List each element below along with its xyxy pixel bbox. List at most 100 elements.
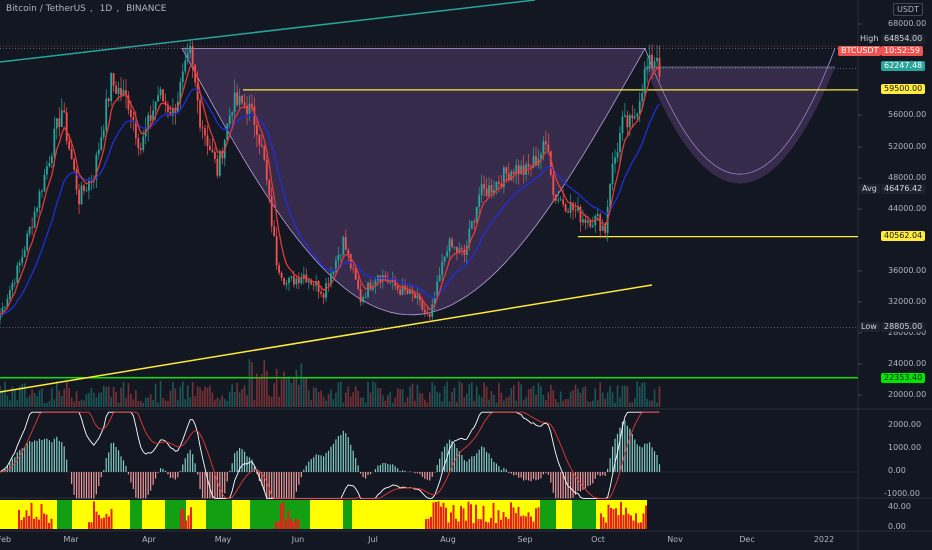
trendline-yellow[interactable] <box>0 284 653 393</box>
candle-body <box>616 151 619 158</box>
candle-body <box>337 254 340 261</box>
candle-body <box>369 282 372 290</box>
volume-bar <box>241 388 243 407</box>
volume-bar <box>416 384 419 407</box>
horizontal-levels[interactable] <box>0 45 858 379</box>
candle-body <box>300 278 303 284</box>
volume-bar <box>73 401 75 407</box>
candle-body <box>582 219 584 223</box>
high-label: High <box>860 34 879 43</box>
candle-body <box>330 273 332 285</box>
band-bar <box>105 513 108 529</box>
candle-body <box>275 235 278 266</box>
candle-body <box>500 183 503 188</box>
volume-bar <box>6 395 9 407</box>
volume-bar <box>461 383 463 407</box>
candle-body <box>638 101 641 114</box>
volume-bar <box>243 385 246 407</box>
volume-bar <box>468 384 471 407</box>
green-level-tag: 22353.40 <box>881 373 926 383</box>
volume-bar <box>226 400 229 407</box>
candle-body <box>515 165 518 174</box>
band-bar <box>290 518 292 529</box>
cup-pattern[interactable] <box>181 48 836 316</box>
candle-body <box>349 254 352 269</box>
candle-body <box>105 98 108 131</box>
candle-body <box>436 281 439 299</box>
volume-bar <box>643 382 646 407</box>
volume-bar <box>28 395 31 407</box>
volume-bar <box>4 381 6 407</box>
volume-bar <box>169 390 172 407</box>
band-segment <box>57 500 72 529</box>
volume-bar <box>206 387 209 407</box>
volume-bar <box>186 385 189 407</box>
volume-bar <box>651 400 653 407</box>
volume-bars <box>0 359 661 407</box>
band-bar <box>20 520 23 529</box>
interval[interactable]: 1D <box>99 4 113 14</box>
candle-body <box>443 256 446 262</box>
candle-body <box>218 150 221 176</box>
candle-body <box>619 132 621 152</box>
volume-bar <box>624 385 626 407</box>
volume-bar <box>515 400 518 407</box>
currency-badge[interactable]: USDT <box>893 3 923 16</box>
band-bar <box>182 508 185 529</box>
volume-bar <box>384 400 387 407</box>
volume-bar <box>258 376 261 407</box>
candle-body <box>431 304 434 317</box>
volume-bar <box>557 402 560 407</box>
band-bar <box>425 519 427 529</box>
volume-bar <box>38 390 41 407</box>
candle-body <box>194 64 197 83</box>
volume-bar <box>199 387 201 407</box>
candle-body <box>221 150 224 159</box>
candle-body <box>70 149 73 160</box>
oscillator-signal-line <box>0 411 660 499</box>
candle-body <box>263 146 266 160</box>
candle-body <box>21 256 24 263</box>
volume-bar <box>43 402 46 407</box>
candle-body <box>426 312 429 314</box>
candle-body <box>547 144 550 152</box>
candle-body <box>228 115 231 124</box>
band-bar <box>465 520 467 529</box>
volume-bar <box>300 363 303 407</box>
band-bar <box>25 510 28 529</box>
candle-body <box>231 112 234 116</box>
time-label: Aug <box>440 535 456 544</box>
volume-bar <box>53 399 56 407</box>
time-label: Mar <box>63 535 79 544</box>
band-bar <box>430 516 432 529</box>
candle-body <box>243 102 246 106</box>
volume-bar <box>21 383 24 407</box>
trendline-teal[interactable] <box>0 0 536 63</box>
candle-body <box>137 138 140 149</box>
volume-bar <box>330 389 332 407</box>
volume-bar <box>414 400 416 407</box>
volume-bar <box>135 390 137 407</box>
candle-body <box>359 289 362 303</box>
volume-bar <box>426 402 429 407</box>
volume-bar <box>601 392 604 407</box>
volume-bar <box>65 382 68 407</box>
candle-body <box>152 110 155 121</box>
volume-bar <box>572 390 574 407</box>
volume-bar <box>317 391 320 407</box>
volume-bar <box>16 399 19 407</box>
band-bar <box>33 518 35 529</box>
candle-body <box>483 184 486 189</box>
volume-bar <box>214 399 216 407</box>
candle-body <box>78 189 80 205</box>
volume-bar <box>596 400 599 407</box>
volume-bar <box>466 393 468 407</box>
volume-bar <box>582 387 584 407</box>
support-level-tag: 40562.04 <box>881 231 926 241</box>
candle-body <box>233 92 236 113</box>
price-tick: 36000.00 <box>888 266 927 275</box>
band-bar <box>287 510 290 529</box>
volume-bar <box>391 402 394 407</box>
